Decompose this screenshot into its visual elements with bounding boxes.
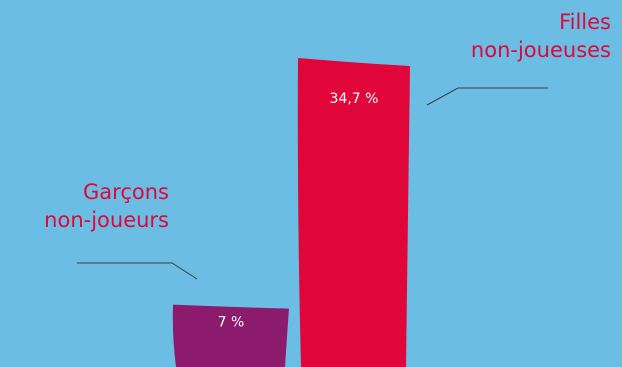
category-label-filles: Filles non-joueuses xyxy=(470,10,611,62)
bar-filles xyxy=(297,58,410,367)
bar-garcons xyxy=(172,304,289,367)
leader-line-filles xyxy=(426,87,548,106)
leader-line-garcons xyxy=(77,262,198,280)
bar-filles-value-label: 34,7 % xyxy=(330,91,379,107)
category-label-garcons: Garçons non-joueurs xyxy=(44,180,169,232)
bar-garcons-value-label: 7 % xyxy=(218,315,245,331)
